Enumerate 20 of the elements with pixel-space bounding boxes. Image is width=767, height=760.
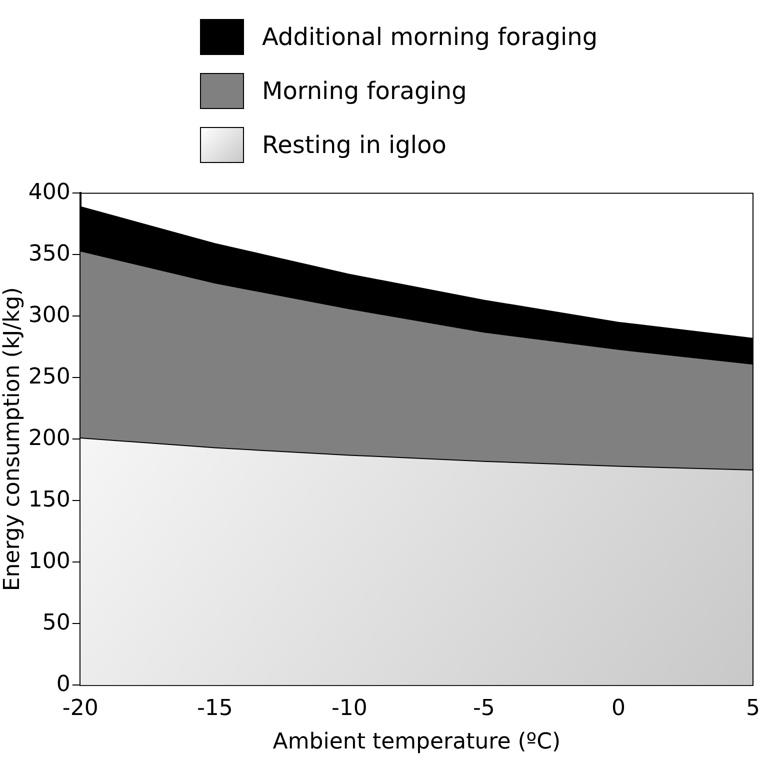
x-tick-label: -10 xyxy=(331,696,368,722)
x-tick-label: -20 xyxy=(62,696,98,722)
y-tick-label: 0 xyxy=(56,672,70,697)
y-tick-label: 300 xyxy=(28,302,70,328)
y-tick-label: 250 xyxy=(28,364,70,390)
y-tick-label: 200 xyxy=(28,426,70,451)
x-axis-title: Ambient temperature (ºC) xyxy=(272,730,561,755)
y-tick-label: 50 xyxy=(42,610,70,636)
y-axis-title: Energy consumption (kJ/kg) xyxy=(0,287,25,592)
legend-label: Morning foraging xyxy=(262,77,467,105)
x-tick-label: -15 xyxy=(196,696,233,722)
legend-label: Additional morning foraging xyxy=(262,23,598,51)
y-tick-label: 100 xyxy=(28,548,70,574)
x-tick-label: 5 xyxy=(746,696,760,722)
y-tick-label: 400 xyxy=(28,180,70,205)
y-tick-label: 350 xyxy=(28,241,70,266)
y-tick-label: 150 xyxy=(28,487,70,512)
x-tick-label: 0 xyxy=(611,696,626,722)
legend-label: Resting in igloo xyxy=(262,131,446,159)
x-tick-label: -5 xyxy=(472,696,495,722)
